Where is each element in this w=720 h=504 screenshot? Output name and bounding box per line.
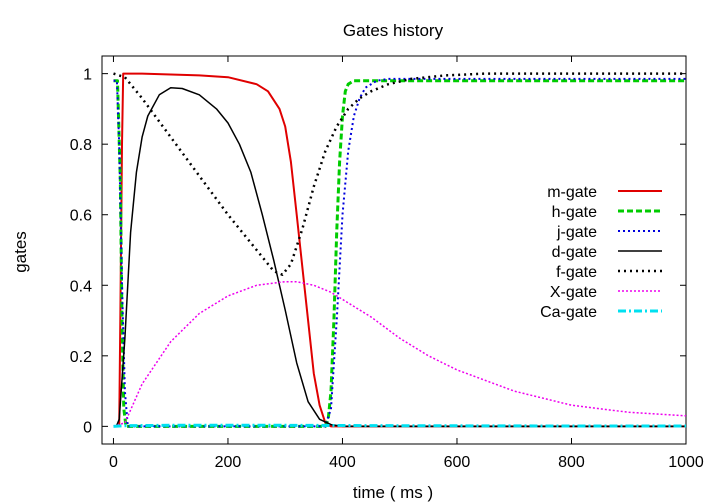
series-line-ca-gate xyxy=(113,423,686,428)
series-line-m-gate xyxy=(113,72,686,428)
y-tick-label: 0.8 xyxy=(70,137,92,154)
y-tick-label: 1 xyxy=(83,67,92,84)
y-tick-label: 0.4 xyxy=(70,278,92,295)
series-line-j-gate xyxy=(113,77,686,428)
y-axis-label: gates xyxy=(11,231,30,273)
legend-label-x-gate: X-gate xyxy=(550,284,597,301)
y-tick-label: 0 xyxy=(83,419,92,436)
y-tick-label: 0.6 xyxy=(70,208,92,225)
y-tick-label: 0.2 xyxy=(70,349,92,366)
legend: m-gate h-gate j-gate d-gate f-gate X-gate Ca-g… xyxy=(540,184,662,321)
series-line-x-gate xyxy=(113,280,686,428)
legend-label-h-gate: h-gate xyxy=(552,204,597,221)
legend-label-ca-gate: Ca-gate xyxy=(540,304,597,321)
legend-label-m-gate: m-gate xyxy=(547,184,597,201)
legend-label-j-gate: j-gate xyxy=(556,224,597,241)
series-line-f-gate xyxy=(113,72,686,276)
series-line-h-gate xyxy=(113,79,686,428)
x-tick-label: 1000 xyxy=(668,454,704,471)
x-tick-label: 0 xyxy=(109,454,118,471)
chart-title: Gates history xyxy=(343,21,444,40)
x-tick-label: 400 xyxy=(329,454,356,471)
legend-label-f-gate: f-gate xyxy=(556,264,597,281)
plot-frame xyxy=(101,55,687,445)
legend-label-d-gate: d-gate xyxy=(552,244,597,261)
plot-area: 0 200 400 600 800 1000 0 0.2 0.4 0.6 0.8 1 xyxy=(70,55,704,471)
x-axis-label: time ( ms ) xyxy=(353,483,433,502)
x-tick-label: 800 xyxy=(558,454,585,471)
x-tick-label: 200 xyxy=(215,454,242,471)
x-tick-label: 600 xyxy=(444,454,471,471)
series-line-d-gate xyxy=(113,86,686,428)
